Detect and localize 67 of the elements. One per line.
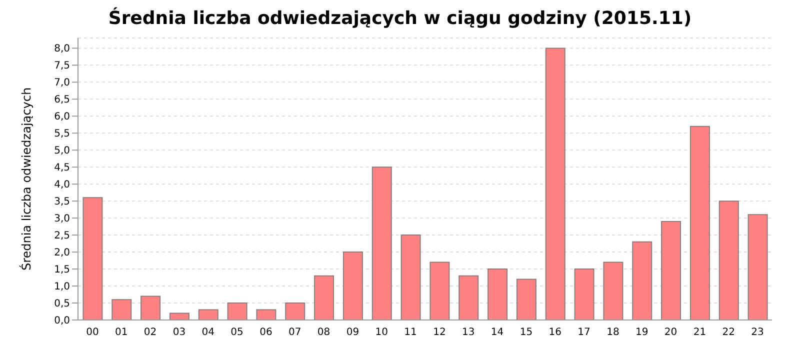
bar: [632, 241, 652, 320]
x-tick-label: 08: [317, 327, 330, 338]
y-tick-label: 8,0: [54, 44, 70, 55]
x-tick-label: 03: [172, 327, 186, 338]
bar: [256, 309, 276, 320]
x-tick-label: 15: [520, 327, 533, 338]
bar: [488, 268, 508, 320]
y-axis-title: Średnia liczba odwiedzających: [18, 87, 34, 271]
y-tick-label: 1,5: [54, 264, 70, 276]
bar: [516, 278, 536, 320]
bar: [140, 296, 161, 320]
bar: [82, 197, 103, 320]
x-tick-label: 11: [404, 327, 417, 338]
y-tick-label: 5,0: [54, 146, 70, 157]
y-tick-label: 4,5: [54, 162, 70, 174]
chart-title: Średnia liczba odwiedzających w ciągu godziny (2015.11): [107, 8, 693, 31]
y-tick-label: 6,0: [54, 112, 70, 123]
y-tick-label: 1,0: [54, 282, 70, 293]
x-tick-label: 20: [664, 327, 678, 338]
x-tick-label: 10: [375, 327, 388, 338]
x-tick-label: 18: [606, 327, 620, 338]
x-tick-label: 04: [202, 327, 214, 338]
y-tick-label: 7,0: [54, 78, 70, 89]
bar: [285, 302, 306, 320]
bar: [400, 234, 421, 320]
bar: [430, 262, 450, 320]
bar: [458, 275, 479, 320]
y-tick-label: 5,5: [54, 128, 70, 140]
bar: [198, 309, 218, 320]
bar: [112, 299, 132, 320]
bar: [314, 275, 334, 320]
x-tick-label: 22: [722, 327, 735, 338]
bar: [748, 214, 768, 320]
y-tick-label: 2,0: [54, 248, 70, 259]
y-tick-label: 0,5: [54, 298, 70, 310]
y-tick-label: 2,5: [54, 230, 70, 242]
bar: [690, 126, 710, 320]
x-tick-label: 09: [346, 327, 360, 338]
x-tick-label: 12: [433, 327, 446, 338]
x-tick-label: 14: [490, 327, 504, 338]
bar: [342, 252, 363, 320]
x-tick-label: 16: [548, 327, 562, 338]
bar: [227, 302, 248, 320]
y-tick-label: 3,5: [54, 196, 70, 208]
x-tick-label: 05: [230, 327, 244, 338]
y-tick-label: 3,0: [54, 214, 70, 225]
y-tick-label: 4,0: [54, 180, 70, 191]
x-tick-label: 01: [115, 327, 128, 338]
x-tick-label: 19: [636, 327, 648, 338]
x-tick-label: 17: [578, 327, 590, 338]
y-tick-label: 7,5: [54, 60, 70, 72]
bar: [169, 312, 190, 320]
bar: [603, 262, 624, 320]
bar: [574, 268, 594, 320]
bar: [545, 48, 566, 320]
y-tick-label: 6,5: [54, 94, 70, 106]
y-tick-label: 0,0: [54, 316, 70, 327]
x-tick-label: 21: [693, 327, 706, 338]
x-tick-label: 13: [462, 327, 475, 338]
x-tick-label: 00: [86, 327, 99, 338]
x-tick-label: 07: [288, 327, 302, 338]
x-tick-label: 06: [260, 327, 272, 338]
bar: [718, 200, 739, 320]
x-tick-label: 02: [144, 327, 157, 338]
bar: [661, 220, 682, 320]
bar: [372, 166, 392, 320]
x-tick-label: 23: [751, 327, 764, 338]
